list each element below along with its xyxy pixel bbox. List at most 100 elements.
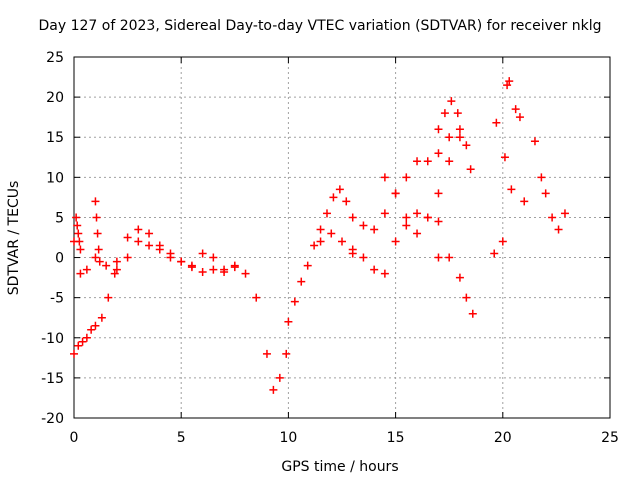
data-point	[380, 269, 389, 278]
data-point	[335, 185, 344, 194]
y-tick-label: 15	[46, 130, 64, 146]
data-point	[73, 221, 82, 230]
series-arc-e	[316, 125, 471, 258]
data-point	[434, 189, 443, 198]
data-point	[455, 133, 464, 142]
data-point	[413, 229, 422, 238]
data-point	[230, 261, 239, 270]
data-point	[198, 249, 207, 258]
data-point	[76, 269, 85, 278]
y-tick-label: -20	[41, 411, 64, 427]
data-point	[145, 241, 154, 250]
data-point	[402, 213, 411, 222]
data-point	[91, 253, 100, 262]
series-arc-k	[530, 137, 569, 234]
data-point	[520, 197, 529, 206]
chart-title: Day 127 of 2023, Sidereal Day-to-day VTE…	[38, 18, 602, 34]
data-point	[74, 229, 83, 238]
y-tick-label: 10	[46, 170, 64, 186]
data-point	[434, 125, 443, 134]
data-point	[104, 293, 113, 302]
y-axis-label: SDTVAR / TECUs	[6, 181, 22, 296]
data-point	[462, 141, 471, 150]
data-point	[413, 209, 422, 218]
data-point	[94, 245, 103, 254]
x-tick-label: 5	[177, 430, 186, 446]
data-point	[123, 253, 132, 262]
data-point	[402, 221, 411, 230]
x-tick-label: 25	[601, 430, 619, 446]
data-point	[97, 313, 106, 322]
data-point	[447, 97, 456, 106]
x-tick-label: 20	[494, 430, 512, 446]
data-point	[92, 213, 101, 222]
series-arc-j	[490, 77, 529, 258]
series-arc-g	[380, 133, 475, 238]
axis-ticks	[73, 56, 611, 419]
data-point	[503, 81, 512, 90]
data-point	[342, 197, 351, 206]
data-point	[453, 109, 462, 118]
data-point	[380, 209, 389, 218]
data-point	[134, 225, 143, 234]
data-point	[370, 225, 379, 234]
data-point	[322, 209, 331, 218]
data-point	[380, 173, 389, 182]
data-point	[370, 265, 379, 274]
data-point	[112, 265, 121, 274]
y-tick-label: -15	[41, 371, 64, 387]
data-point	[145, 229, 154, 238]
data-point	[490, 249, 499, 258]
data-point	[466, 165, 475, 174]
data-point	[455, 273, 464, 282]
data-point	[82, 265, 91, 274]
data-point	[241, 269, 250, 278]
data-point	[93, 229, 102, 238]
data-point	[530, 137, 539, 146]
y-tick-label: 25	[46, 50, 64, 66]
data-point	[134, 237, 143, 246]
series-arc-i	[434, 97, 462, 134]
data-point	[440, 109, 449, 118]
series-arc-d	[284, 185, 357, 326]
plot-frame	[73, 56, 611, 419]
data-point	[500, 153, 509, 162]
data-point	[87, 325, 96, 334]
data-point	[82, 333, 91, 342]
data-point	[78, 337, 87, 346]
data-point	[515, 113, 524, 122]
data-point	[282, 349, 291, 358]
data-point	[423, 213, 432, 222]
x-tick-label: 15	[387, 430, 405, 446]
data-point	[275, 373, 284, 382]
data-point	[290, 297, 299, 306]
data-point	[310, 241, 319, 250]
data-point	[329, 193, 338, 202]
data-point	[434, 217, 443, 226]
data-point	[316, 237, 325, 246]
data-point	[209, 253, 218, 262]
data-point	[560, 209, 569, 218]
y-tick-label: -10	[41, 331, 64, 347]
data-point	[434, 149, 443, 158]
data-point	[269, 385, 278, 394]
data-point	[91, 321, 100, 330]
data-point	[123, 233, 132, 242]
data-point	[391, 237, 400, 246]
series-spike-1	[72, 197, 104, 266]
data-point	[445, 133, 454, 142]
data-point	[198, 267, 207, 276]
data-point	[110, 269, 119, 278]
series-arc-h	[434, 253, 477, 318]
data-point	[445, 157, 454, 166]
data-point	[511, 105, 520, 114]
y-tick-label: -5	[50, 291, 64, 307]
data-point	[348, 213, 357, 222]
data-point	[455, 125, 464, 134]
data-point	[348, 245, 357, 254]
data-point	[70, 349, 78, 358]
data-point	[112, 257, 121, 266]
data-point	[507, 185, 516, 194]
grid-lines	[74, 57, 610, 418]
